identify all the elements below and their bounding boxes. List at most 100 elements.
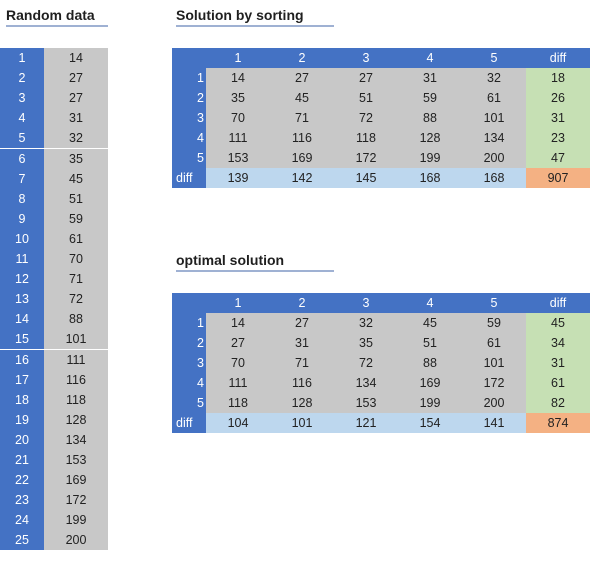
- matrix-value-cell: 14: [206, 313, 270, 333]
- matrix-value-cell: 35: [334, 333, 398, 353]
- column-diff-cell: 168: [398, 168, 462, 188]
- random-value-cell: 45: [44, 168, 108, 189]
- random-row-index: 7: [0, 168, 44, 189]
- random-value-cell: 200: [44, 530, 108, 551]
- matrix-row: 1 14 27 32 45 59 45: [172, 313, 590, 333]
- matrix-value-cell: 14: [206, 68, 270, 88]
- random-row-index: 12: [0, 269, 44, 290]
- random-row-index: 13: [0, 289, 44, 310]
- diff-row-label: diff: [172, 413, 206, 433]
- matrix-column-header: 3: [334, 48, 398, 68]
- random-row-index: 20: [0, 429, 44, 450]
- random-row-index: 14: [0, 309, 44, 330]
- random-row-index: 19: [0, 409, 44, 430]
- matrix-value-cell: 61: [462, 333, 526, 353]
- random-value-cell: 61: [44, 228, 108, 249]
- matrix-row-label: 3: [172, 108, 206, 128]
- random-row-index: 15: [0, 329, 44, 350]
- matrix-row: 2 35 45 51 59 61 26: [172, 88, 590, 108]
- random-row-index: 16: [0, 349, 44, 370]
- matrix-header-row: 1 2 3 4 5 diff: [172, 48, 590, 68]
- total-diff-cell: 874: [526, 413, 590, 433]
- matrix-value-cell: 27: [270, 313, 334, 333]
- matrix-value-cell: 169: [398, 373, 462, 393]
- matrix-value-cell: 59: [462, 313, 526, 333]
- matrix-column-header: 1: [206, 48, 270, 68]
- matrix-value-cell: 153: [334, 393, 398, 413]
- row-diff-cell: 47: [526, 148, 590, 168]
- column-diff-cell: 145: [334, 168, 398, 188]
- random-value-cell: 172: [44, 490, 108, 511]
- random-value-cell: 32: [44, 128, 108, 149]
- random-value-cell: 51: [44, 188, 108, 209]
- random-data-heading: Random data: [6, 7, 108, 27]
- random-row-index: 17: [0, 369, 44, 390]
- sorting-solution-heading: Solution by sorting: [176, 7, 334, 27]
- matrix-value-cell: 200: [462, 148, 526, 168]
- matrix-row-label: 5: [172, 393, 206, 413]
- matrix-row: 4 111 116 134 169 172 61: [172, 373, 590, 393]
- column-diff-cell: 168: [462, 168, 526, 188]
- matrix-value-cell: 128: [270, 393, 334, 413]
- matrix-column-header: 2: [270, 48, 334, 68]
- matrix-value-cell: 72: [334, 108, 398, 128]
- random-row-index: 11: [0, 249, 44, 269]
- row-diff-cell: 34: [526, 333, 590, 353]
- matrix-value-cell: 199: [398, 393, 462, 413]
- matrix-value-cell: 27: [206, 333, 270, 353]
- matrix-value-cell: 31: [398, 68, 462, 88]
- random-value-cell: 169: [44, 470, 108, 491]
- matrix-value-cell: 51: [398, 333, 462, 353]
- matrix-value-cell: 101: [462, 353, 526, 373]
- matrix-column-header: 5: [462, 48, 526, 68]
- matrix-value-cell: 134: [334, 373, 398, 393]
- row-diff-cell: 31: [526, 108, 590, 128]
- random-row-index: 6: [0, 148, 44, 169]
- matrix-value-cell: 88: [398, 353, 462, 373]
- matrix-value-cell: 118: [206, 393, 270, 413]
- diff-row-label: diff: [172, 168, 206, 188]
- random-row-index: 18: [0, 389, 44, 410]
- matrix-value-cell: 169: [270, 148, 334, 168]
- matrix-value-cell: 128: [398, 128, 462, 148]
- column-diff-cell: 104: [206, 413, 270, 433]
- matrix-row-label: 1: [172, 313, 206, 333]
- matrix-row-label: 2: [172, 88, 206, 108]
- matrix-row: 3 70 71 72 88 101 31: [172, 108, 590, 128]
- matrix-column-header: 4: [398, 293, 462, 313]
- random-value-cell: 31: [44, 108, 108, 129]
- random-value-cell: 153: [44, 450, 108, 470]
- matrix-row: 1 14 27 27 31 32 18: [172, 68, 590, 88]
- matrix-value-cell: 118: [334, 128, 398, 148]
- column-diff-cell: 141: [462, 413, 526, 433]
- random-value-cell: 70: [44, 249, 108, 269]
- row-diff-cell: 18: [526, 68, 590, 88]
- matrix-column-header: 3: [334, 293, 398, 313]
- matrix-diff-row: diff 139 142 145 168 168 907: [172, 168, 590, 188]
- matrix-value-cell: 172: [462, 373, 526, 393]
- optimal-solution-table: 1 2 3 4 5 diff 1 14 27 32 45 59 45 2 27 31 35 51 61 34 3 70 71…: [172, 293, 590, 433]
- random-value-cell: 88: [44, 309, 108, 330]
- matrix-value-cell: 35: [206, 88, 270, 108]
- random-value-cell: 199: [44, 510, 108, 531]
- random-row-index: 10: [0, 228, 44, 249]
- random-value-cell: 101: [44, 329, 108, 350]
- matrix-value-cell: 70: [206, 108, 270, 128]
- random-value-cell: 134: [44, 429, 108, 450]
- matrix-value-cell: 111: [206, 373, 270, 393]
- matrix-value-cell: 111: [206, 128, 270, 148]
- matrix-value-cell: 71: [270, 108, 334, 128]
- matrix-column-header: 5: [462, 293, 526, 313]
- matrix-row: 5 118 128 153 199 200 82: [172, 393, 590, 413]
- random-row-index: 24: [0, 510, 44, 531]
- total-diff-cell: 907: [526, 168, 590, 188]
- column-diff-cell: 154: [398, 413, 462, 433]
- matrix-value-cell: 61: [462, 88, 526, 108]
- matrix-column-header: 4: [398, 48, 462, 68]
- random-value-cell: 116: [44, 369, 108, 390]
- matrix-column-header: 2: [270, 293, 334, 313]
- matrix-value-cell: 45: [398, 313, 462, 333]
- matrix-column-header: 1: [206, 293, 270, 313]
- matrix-row-label: 2: [172, 333, 206, 353]
- sorting-solution-table: 1 2 3 4 5 diff 1 14 27 27 31 32 18 2 35 45 51 59 61 26 3 70 71…: [172, 48, 590, 188]
